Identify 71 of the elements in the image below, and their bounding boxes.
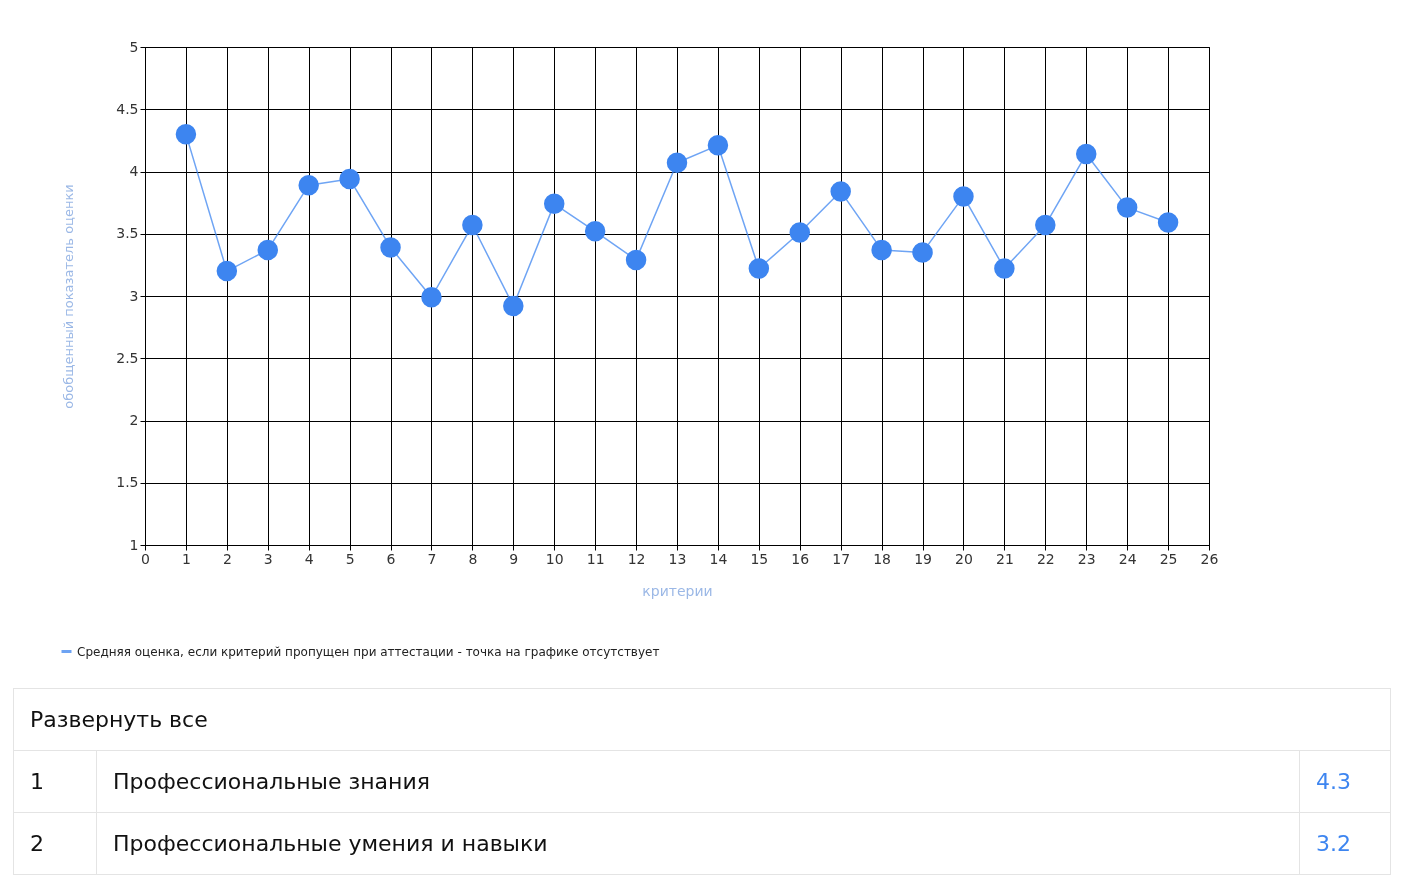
- point: [1157, 212, 1179, 233]
- x-tick-label: 21: [995, 550, 1014, 567]
- point: [912, 242, 933, 263]
- point: [543, 193, 565, 215]
- x-tick-label: 6: [386, 550, 396, 567]
- y-tick-label: 3.5: [116, 225, 139, 242]
- point: [871, 239, 892, 261]
- point: [503, 295, 524, 317]
- text: Профессиональные умения и навыки: [96, 812, 1300, 875]
- x-tick-label: 23: [1077, 550, 1096, 567]
- point: [339, 168, 360, 190]
- point: [1116, 197, 1138, 218]
- x-tick-label: 15: [750, 550, 769, 567]
- x-tick-label: 0: [141, 550, 150, 567]
- text: 1: [13, 750, 97, 813]
- x-tick-label: 10: [545, 550, 564, 567]
- y-tick-label: 2: [129, 412, 139, 428]
- point: [298, 174, 319, 196]
- legend-label: Средняя оценка, если критерий пропущен при аттестации - точка на графике отсутствует: [77, 644, 660, 659]
- point: [175, 123, 197, 145]
- point: [830, 181, 851, 202]
- point: [625, 249, 647, 271]
- point: [216, 260, 238, 282]
- text: 4.3: [1299, 750, 1391, 813]
- x-tick-label: 13: [668, 550, 687, 567]
- y-axis-title: обобщенный показатель оценки: [61, 184, 77, 409]
- point: [380, 237, 401, 258]
- x-tick-label: 1: [181, 550, 191, 567]
- y-tick-label: 3: [129, 287, 139, 304]
- point: [1035, 214, 1056, 236]
- x-tick-label: 25: [1159, 550, 1178, 567]
- point: [462, 214, 483, 236]
- x-tick-label: 20: [955, 550, 973, 567]
- x-tick-label: 19: [914, 550, 932, 567]
- x-tick-label: 16: [791, 550, 810, 567]
- x-tick-label: 18: [873, 550, 892, 567]
- point: [1075, 143, 1097, 165]
- point: [257, 239, 279, 261]
- y-tick-label: 4.5: [116, 100, 139, 117]
- x-tick-label: 24: [1118, 550, 1137, 567]
- point: [707, 135, 729, 156]
- y-tick-label: 2.5: [116, 349, 139, 366]
- text: Профессиональные знания: [96, 750, 1300, 813]
- y-tick-label: 4: [129, 163, 139, 179]
- point: [748, 258, 770, 279]
- x-tick-label: 7: [427, 550, 437, 567]
- point: [994, 258, 1015, 279]
- point: [789, 222, 811, 243]
- point: [584, 221, 606, 242]
- y-tick-label: 5: [129, 38, 139, 55]
- point: [953, 186, 974, 207]
- x-tick-label: 17: [832, 550, 851, 567]
- x-tick-label: 8: [468, 550, 478, 567]
- x-tick-label: 22: [1036, 550, 1055, 567]
- x-tick-label: 12: [627, 550, 646, 567]
- y-tick-label: 1.5: [116, 474, 139, 491]
- y-tick-label: 1: [129, 536, 139, 553]
- x-axis-title: критерии: [642, 582, 713, 599]
- x-tick-label: 9: [509, 550, 519, 567]
- x-tick-label: 26: [1200, 550, 1219, 567]
- x-tick-label: 11: [586, 550, 605, 567]
- point: [666, 152, 688, 174]
- x-tick-label: 4: [304, 550, 314, 567]
- x-tick-label: 5: [345, 550, 355, 567]
- x-tick-label: 3: [263, 550, 273, 567]
- text: 2: [13, 812, 97, 875]
- x-tick-label: 2: [222, 550, 232, 567]
- text: Развернуть все: [13, 688, 1391, 751]
- text: 3.2: [1299, 812, 1391, 875]
- x-tick-label: 14: [709, 550, 728, 567]
- point: [421, 287, 442, 308]
